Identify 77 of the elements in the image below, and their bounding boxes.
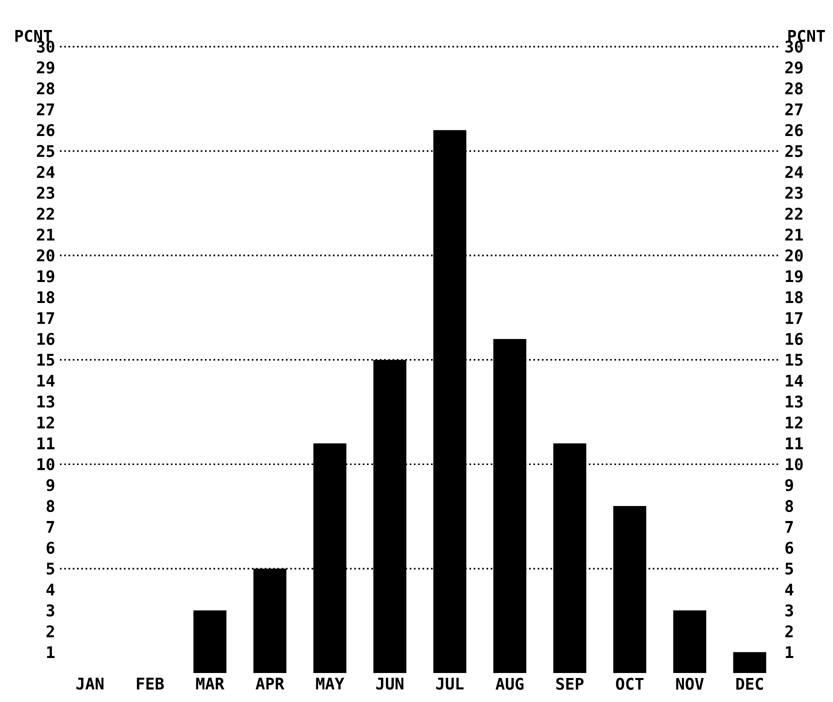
y-tick-label: 30 (36, 40, 54, 53)
y2-tick-label: 3 (785, 604, 793, 616)
y-tick-label: 24 (36, 166, 55, 178)
y2-tick-label: 30 (785, 40, 803, 52)
y2-tick-label: 1 (786, 646, 794, 658)
y2-tick-label: 18 (786, 290, 803, 304)
y2-tick-label: 24 (785, 166, 803, 178)
x-tick-label: SEP (556, 678, 584, 690)
y-tick-label: 10 (37, 458, 54, 470)
y2-tick-label: 15 (786, 354, 803, 366)
y2-tick-label: 8 (785, 500, 794, 512)
y-tick-label: 25 (36, 144, 54, 157)
y2-tick-label: 21 (785, 228, 803, 240)
y-tick-label: 2 (46, 625, 54, 638)
y-tick-label: 17 (37, 312, 54, 324)
y2-tick-label: 12 (786, 416, 802, 428)
y2-tick-label: 5 (786, 562, 793, 574)
y-tick-label: 22 (36, 208, 54, 220)
y2-tick-label: 23 (785, 186, 803, 199)
x-tick-label: NOV (676, 678, 704, 690)
y-tick-label: 16 (37, 332, 54, 345)
y2-tick-label: 2 (785, 625, 793, 638)
y2-axis-title: PCNT (788, 30, 825, 42)
y2-tick-label: 25 (785, 144, 803, 157)
x-tick-label: APR (256, 678, 284, 690)
y-tick-label: 19 (37, 270, 54, 282)
y-tick-label: 7 (46, 520, 54, 533)
y-tick-label: 26 (36, 124, 54, 136)
y-axis-title: PCNT (15, 30, 52, 42)
y-tick-label: 20 (36, 249, 54, 262)
y-tick-label: 27 (36, 103, 54, 116)
y2-tick-label: 19 (786, 270, 803, 282)
y-tick-label: 21 (36, 228, 54, 240)
bar (193, 610, 226, 673)
x-tick-label: JUN (376, 678, 404, 690)
x-tick-label: JAN (76, 678, 104, 690)
y2-tick-label: 7 (785, 520, 793, 533)
y-tick-label: 29 (36, 61, 54, 74)
y-tick-label: 18 (37, 290, 54, 304)
x-tick-label: DEC (736, 678, 763, 690)
y-tick-label: 4 (46, 584, 55, 596)
y-tick-label: 9 (46, 478, 54, 491)
y2-tick-label: 16 (786, 332, 803, 345)
y2-tick-label: 14 (786, 374, 803, 386)
y-tick-label: 1 (47, 646, 54, 658)
x-tick-label: JUL (436, 678, 464, 690)
x-tick-label: MAR (196, 678, 224, 690)
y-tick-label: 14 (37, 374, 55, 386)
y2-tick-label: 9 (785, 478, 794, 491)
y2-tick-label: 22 (785, 208, 802, 220)
y-tick-label: 8 (46, 500, 54, 512)
y2-tick-label: 26 (785, 124, 803, 136)
y2-tick-label: 17 (786, 312, 802, 324)
y2-tick-label: 4 (785, 584, 794, 596)
y-tick-label: 15 (37, 354, 54, 366)
y-tick-label: 11 (37, 437, 54, 450)
y2-tick-label: 11 (786, 437, 803, 450)
x-tick-label: FEB (136, 678, 164, 690)
y2-tick-label: 27 (785, 103, 802, 116)
y-tick-label: 5 (46, 562, 54, 574)
y2-tick-label: 29 (785, 61, 803, 74)
bar (673, 610, 706, 673)
bar (733, 652, 766, 673)
y-tick-label: 6 (46, 542, 54, 554)
y-tick-label: 23 (36, 186, 54, 199)
x-tick-label: OCT (616, 678, 644, 690)
y2-tick-label: 20 (785, 249, 803, 262)
x-tick-label: AUG (496, 678, 524, 690)
y-tick-label: 3 (46, 604, 54, 616)
y-tick-label: 28 (36, 82, 54, 94)
y2-tick-label: 10 (786, 458, 803, 470)
y-tick-label: 13 (37, 395, 54, 408)
y2-tick-label: 28 (785, 82, 803, 94)
x-tick-label: MAY (316, 678, 344, 690)
y2-tick-label: 6 (785, 542, 794, 554)
y2-tick-label: 13 (786, 395, 803, 408)
y-tick-label: 12 (37, 416, 54, 428)
